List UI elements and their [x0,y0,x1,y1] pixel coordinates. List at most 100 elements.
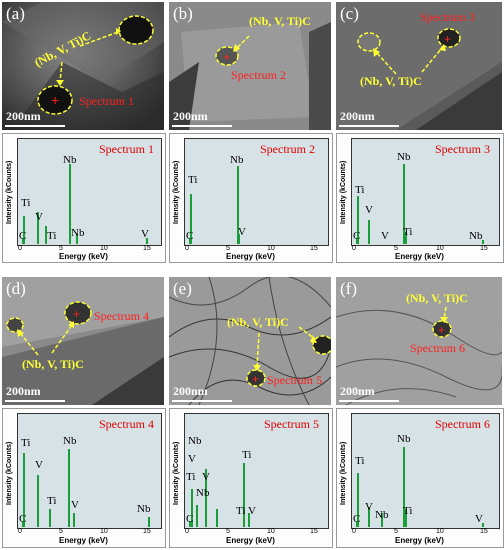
arrow [375,51,397,75]
element-label: Ti [236,505,246,517]
element-label: V [141,228,149,240]
carbide-particle [64,301,92,325]
element-label: Nb [63,435,77,447]
plot-area [17,138,162,246]
peak-ti-2 [49,509,51,527]
x-axis-label: Energy (keV) [395,536,444,545]
spectrum-cross: + [73,307,80,321]
peak-v-2 [73,513,75,527]
panel-label: (d) [6,279,26,298]
spectrum-label: Spectrum 5 [267,373,322,387]
spectrum-cross: + [51,92,59,108]
peak-v [45,226,47,244]
eds-spectrum-2: Spectrum 2 Ti Nb C V 0 5 10 15 Energy (k… [169,133,333,263]
scale-bar [339,400,399,402]
carbide-label: (Nb, V, Ti)C [406,291,468,305]
element-label: Nb [137,503,151,515]
element-label: Ti [21,437,31,449]
element-label: V [248,505,256,517]
marker-overlay: + [215,35,250,66]
spectrum-label: Spectrum 2 [231,68,286,82]
spectrum-title: Spectrum 1 [99,142,154,156]
carbide-particle [215,46,239,66]
peak-v-2 [248,513,250,527]
scale-bar [339,125,399,127]
scale-label: 200nm [6,384,41,398]
plot-area [184,138,329,246]
element-label: V [35,211,43,223]
peak-v [368,507,370,527]
eds-spectrum-1: Spectrum 1 Ti V C Ti Nb Nb V 0 5 10 15 E… [2,133,166,263]
plot-area [17,413,162,529]
tem-micrograph-f [336,277,502,405]
element-label: Nb [230,154,244,166]
element-label: Nb [71,227,85,239]
element-label: Ti [355,455,365,467]
peak-c [189,521,191,527]
carbide-particle [6,317,24,333]
element-label: Ti [47,230,57,242]
arrow [236,35,250,49]
carbide-label: (Nb, V, Ti)C [22,357,84,371]
element-label: V [365,501,373,513]
spectrum-title: Spectrum 3 [435,142,490,156]
eds-spectrum-4: Spectrum 4 Ti V Nb C Ti V Nb 0 5 10 15 E… [2,408,166,548]
x-axis-label: Energy (keV) [59,252,108,261]
tem-micrograph-c [336,2,502,130]
spectrum-title: Spectrum 6 [435,417,490,431]
carbide-particle [37,85,73,115]
tem-image-b: (b) + (Nb, V, Ti)C Spectrum 2 200nm [169,2,331,130]
element-label: C [19,230,27,242]
spectrum-label: Spectrum 4 [94,309,149,323]
eds-spectrum-3: Spectrum 3 Ti V Nb C V Ti Nb 0 5 10 15 E… [336,133,504,263]
element-label: V [475,513,483,525]
element-label: V [71,499,79,511]
eds-spectrum-6: Spectrum 6 Ti Nb C V Nb Ti V 0 5 10 15 E… [336,408,504,548]
element-label: Ti [403,226,413,238]
arrow [443,306,447,320]
tem-image-d: (d) + Spectrum 4 (Nb, V, Ti)C 200nm [2,277,164,405]
peak-ti-main [243,463,245,527]
scale-bar [5,400,65,402]
peak-nb-2 [216,509,218,527]
panel-label: (e) [173,279,192,298]
spectrum-label: Spectrum 3 [420,10,475,24]
peak-nb [381,513,383,527]
tem-image-a: (a) + (Nb, V, Ti)C Spectrum 1 200nm [2,2,164,130]
carbide-particle [246,369,266,387]
y-axis-label: Intensity (kCounts) [173,441,180,505]
marker-overlay: + [357,28,461,75]
element-label: Nb [397,433,411,445]
peak-ti-2 [405,509,407,527]
element-label: C [19,513,27,525]
panel-label: (f) [340,279,357,298]
peak-v [37,475,39,527]
carbide-label: (Nb, V, Ti)C [227,315,289,329]
peak-nb-2 [482,240,484,244]
carbide-label: (Nb, V, Ti)C [249,14,311,28]
element-label: Nb [469,230,483,242]
y-axis-label: Intensity (kCounts) [340,441,347,505]
scale-bar [172,125,232,127]
element-label: Ti [188,174,198,186]
peak-ti [357,196,359,244]
spectrum-cross: + [444,32,451,46]
plot-area [351,138,500,246]
y-axis-label: Intensity (kCounts) [173,160,180,224]
carbide-particle [437,28,461,48]
peak-nb-main [403,164,405,244]
spectrum-title: Spectrum 4 [99,417,154,431]
spectrum-cross: + [438,323,445,337]
arrow [19,332,39,356]
element-label: V [238,226,246,238]
element-label: Ti [21,197,31,209]
element-label: V [202,471,210,483]
arrow [79,31,119,47]
peak-ti [190,194,192,244]
tem-micrograph-b [169,2,331,130]
marker-overlay: + [432,306,452,338]
peak-v-2 [146,238,148,244]
carbide-particle [357,32,381,52]
element-label: C [353,230,361,242]
arrow [256,332,260,368]
